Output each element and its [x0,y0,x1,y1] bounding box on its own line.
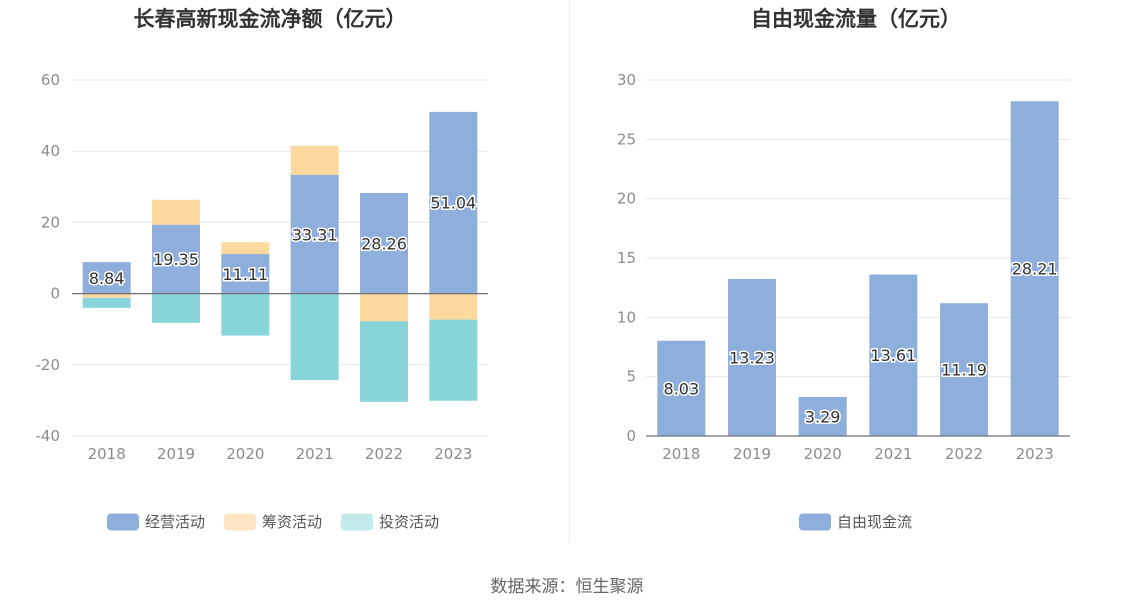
chart1-data-label: 11.11 [222,265,268,284]
chart1-data-label: 8.84 [89,269,125,288]
chart1-legend-swatch-投资活动 [341,513,373,531]
chart2-bar-自由现金流-2019 [728,279,776,436]
chart2-y-tick-label: 5 [626,368,636,386]
chart2-data-label: 13.23 [729,349,775,368]
chart2-bar-自由现金流-2020 [798,396,847,436]
chart2-y-tick-label: 25 [617,130,636,148]
chart2-x-tick-label: 2023 [1016,445,1054,463]
chart1-bar-投资活动-2019 [152,293,200,323]
chart1-bar-经营活动-2021 [290,175,339,294]
chart1-y-tick-label: 0 [50,285,60,303]
chart1-y-tick-label: -40 [36,427,61,445]
chart1-legend-label: 投资活动 [379,513,439,531]
chart1-bar-投资活动-2018 [82,297,131,308]
chart1-x-tick-label: 2018 [88,445,126,463]
chart1-bar-经营活动-2018 [82,262,131,294]
chart1-x-tick-label: 2021 [296,445,334,463]
chart1-bar-筹资活动-2019 [152,199,200,225]
chart1-data-label: 28.26 [361,234,407,253]
chart1-title: 长春高新现金流净额（亿元） [134,7,407,31]
chart2-bar-自由现金流-2018 [657,340,706,436]
chart1-bar-经营活动-2022 [360,192,408,294]
chart1-legend-label: 筹资活动 [262,513,322,531]
chart1-x-tick-label: 2020 [226,445,264,463]
chart2-data-label: 11.19 [941,361,987,380]
chart1-x-tick-label: 2022 [365,445,403,463]
chart2-x-tick-label: 2018 [662,445,700,463]
chart2-data-label: 3.29 [805,407,841,426]
chart1-bar-经营活动-2023 [429,111,478,294]
chart2-data-label: 13.61 [870,346,916,365]
chart1-bar-投资活动-2020 [221,293,270,336]
chart1-bar-投资活动-2023 [429,319,478,401]
chart1-bar-筹资活动-2023 [429,293,478,320]
chart2-x-tick-label: 2022 [945,445,983,463]
chart1-bar-筹资活动-2018 [82,293,131,298]
chart1-x-tick-label: 2019 [157,445,195,463]
chart2-bar-自由现金流-2021 [869,274,918,436]
chart2-y-tick-label: 30 [617,71,636,89]
chart1-data-label: 19.35 [153,250,199,269]
chart1-bar-筹资活动-2022 [360,293,408,322]
chart2-title: 自由现金流量（亿元） [751,7,961,31]
chart1-bar-投资活动-2021 [290,293,339,381]
chart1-y-tick-label: -20 [36,356,61,374]
chart2-y-tick-label: 20 [617,190,636,208]
chart1-bar-筹资活动-2021 [290,145,339,176]
chart2-x-tick-label: 2020 [804,445,842,463]
chart2-y-tick-label: 10 [617,308,636,326]
panel-divider [569,0,570,542]
chart2-y-tick-label: 0 [626,427,636,445]
chart2-legend-swatch-自由现金流 [799,513,831,531]
chart2-data-label: 28.21 [1012,260,1058,279]
chart1-bar-筹资活动-2020 [221,242,270,255]
chart2-x-tick-label: 2021 [874,445,912,463]
chart1-legend-swatch-经营活动 [107,513,139,531]
chart2-data-label: 8.03 [664,379,700,398]
chart1-y-tick-label: 40 [41,142,60,160]
chart1-x-tick-label: 2023 [434,445,472,463]
chart1-bar-投资活动-2022 [360,321,408,402]
chart1-data-label: 51.04 [430,194,476,213]
chart2-legend-label: 自由现金流 [837,513,912,531]
data-source-note: 数据来源：恒生聚源 [490,577,644,597]
chart1-legend-label: 经营活动 [145,513,205,531]
chart1-legend-swatch-筹资活动 [224,513,256,531]
chart2-y-tick-label: 15 [617,249,636,267]
chart1-bar-经营活动-2020 [221,254,270,294]
chart1-data-label: 33.31 [292,225,338,244]
chart2-bar-自由现金流-2022 [940,303,988,436]
chart1-y-tick-label: 60 [41,71,60,89]
chart1-bar-经营活动-2019 [152,224,200,294]
chart2-x-tick-label: 2019 [733,445,771,463]
chart1-y-tick-label: 20 [41,213,60,231]
chart2-bar-自由现金流-2023 [1010,101,1059,436]
